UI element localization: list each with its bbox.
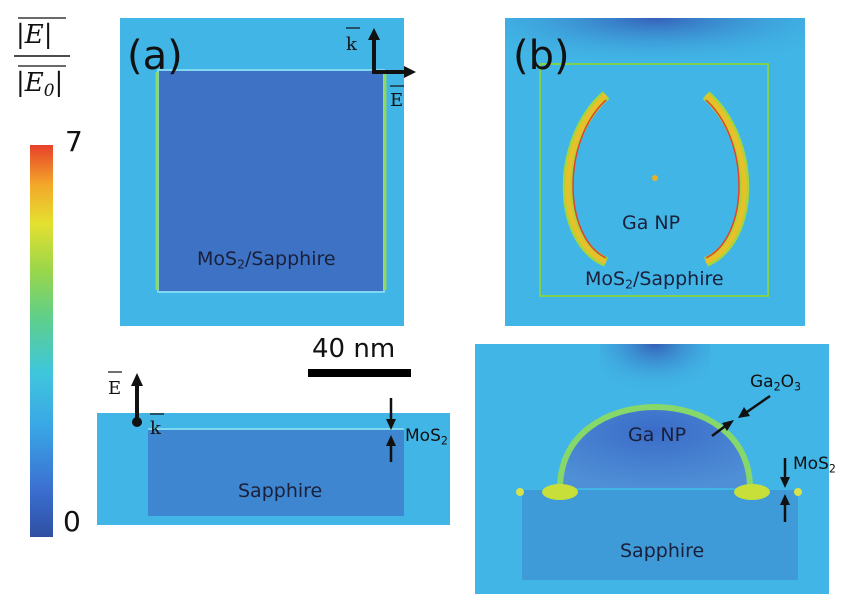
- oxide-mid: O: [780, 372, 795, 392]
- panel-a-bottom-k-label: k: [150, 418, 161, 439]
- panel-a-letter: (a): [127, 33, 183, 79]
- colorbar-denominator: |E0|: [16, 68, 64, 101]
- k-axis-arrowhead: [368, 28, 380, 40]
- panel-b-letter: (b): [513, 33, 570, 79]
- panel-a-top-map: [120, 18, 404, 326]
- mos2-label-sub: 2: [828, 462, 836, 476]
- panel-a-bottom-region-label: Sapphire: [238, 480, 323, 502]
- ga-np-arrowhead: [722, 420, 734, 431]
- oxide-sub2: 3: [794, 380, 802, 394]
- k-e-axes-top: [372, 36, 410, 74]
- panel-a-k-label: k: [346, 34, 357, 55]
- ga2o3-arrowhead: [738, 407, 750, 418]
- mos2-arrow-down-b: [780, 477, 790, 488]
- panel-b-top-map: [505, 18, 805, 326]
- panel-a-bottom-map: [97, 413, 450, 525]
- region-label-post: /Sapphire: [632, 268, 724, 290]
- colorbar-gradient: [30, 145, 53, 537]
- panel-a-mos2-label: MoS2: [405, 426, 448, 448]
- mos2-label-pre: MoS: [405, 426, 441, 446]
- region-label-post: /Sapphire: [244, 248, 336, 270]
- region-label-sub: 2: [625, 277, 633, 292]
- panel-b-np-label: Ga NP: [622, 212, 681, 234]
- scale-bar: [308, 369, 411, 377]
- vector-arrows: [14, 17, 404, 415]
- scale-bar-label: 40 nm: [312, 334, 396, 364]
- panel-b-mos2-label: MoS2: [793, 454, 836, 476]
- region-label-pre: MoS: [197, 248, 238, 270]
- oxide-pre: Ga: [750, 372, 774, 392]
- mos2-arrow-down-a: [386, 419, 396, 430]
- colorbar-min-label: 0: [63, 505, 81, 538]
- region-label-pre: MoS: [585, 268, 626, 290]
- colorbar-denominator-sub: 0: [43, 80, 55, 101]
- panel-a-e-label: E: [390, 90, 404, 111]
- mos2-arrow-up-b: [780, 494, 790, 505]
- e-axis-arrowhead: [404, 66, 416, 78]
- panel-b-sapphire-label: Sapphire: [620, 540, 705, 562]
- colorbar-title: |E|: [16, 20, 53, 50]
- ga2o3-arrow: [743, 394, 771, 416]
- colorbar-numerator-var: E: [24, 20, 44, 50]
- panel-b-oxide-label: Ga2O3: [750, 372, 802, 394]
- mos2-arrow-up-a: [386, 435, 396, 446]
- colorbar-max-label: 7: [65, 125, 83, 158]
- oxide-sub1: 2: [773, 380, 781, 394]
- panel-b-bottom-map: [475, 344, 829, 594]
- e-axis-arrowhead-bottom: [131, 373, 143, 386]
- mos2-label-sub: 2: [440, 434, 448, 448]
- colorbar-denominator-var: E: [24, 68, 44, 98]
- panel-b-region-label: MoS2/Sapphire: [585, 270, 724, 291]
- panel-b-bottom-np-label: Ga NP: [628, 424, 687, 446]
- origin-dot: [132, 417, 142, 427]
- region-label-sub: 2: [237, 257, 245, 272]
- panel-a-bottom-e-label: E: [108, 378, 122, 399]
- mos2-label-pre: MoS: [793, 454, 829, 474]
- panel-a-top-region-label: MoS2/Sapphire: [197, 250, 336, 271]
